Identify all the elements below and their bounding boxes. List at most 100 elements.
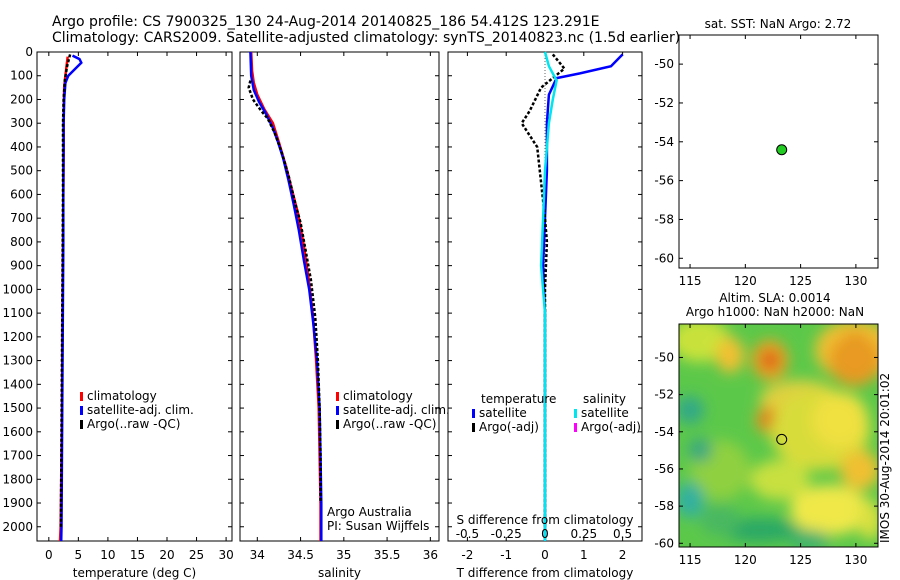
x-axis-label: temperature (deg C) — [73, 566, 196, 580]
x-tick-label: 5 — [75, 548, 83, 562]
heatmap-cell — [829, 334, 878, 386]
x-tick-label: 35.5 — [374, 548, 401, 562]
legend-label: satellite-adj. clim. — [343, 403, 450, 417]
map-x-tick-label: 120 — [734, 274, 757, 288]
map-x-tick-label: 130 — [844, 553, 867, 567]
legend-label: satellite — [479, 406, 527, 420]
map-y-tick-label: -58 — [654, 499, 674, 513]
top-tick-label: -0.25 — [491, 527, 522, 541]
map-x-tick-label: 115 — [679, 553, 702, 567]
annotation-text: Argo Australia — [327, 505, 412, 519]
depth-tick-label: 1500 — [2, 401, 33, 415]
x-tick-label: 20 — [159, 548, 174, 562]
legend-label: climatology — [343, 389, 413, 403]
map-y-tick-label: -58 — [654, 212, 674, 226]
top-axis-label: S difference from climatology — [457, 513, 634, 527]
legend-swatch — [472, 409, 475, 418]
depth-tick-label: 1300 — [2, 354, 33, 368]
x-tick-label: 0 — [45, 548, 53, 562]
map-x-tick-label: 130 — [844, 274, 867, 288]
map-x-tick-label: 125 — [789, 553, 812, 567]
heatmap-cell — [720, 518, 800, 542]
x-tick-label: -2 — [461, 548, 473, 562]
x-tick-label: 36 — [423, 548, 438, 562]
top-tick-label: 0 — [541, 527, 549, 541]
x-tick-label: 15 — [130, 548, 145, 562]
depth-tick-label: 1600 — [2, 425, 33, 439]
legend-label: Argo(..raw -QC) — [87, 417, 180, 431]
depth-tick-label: 700 — [10, 211, 33, 225]
heatmap-cell — [688, 438, 712, 462]
sla-map-title: Altim. SLA: 0.0014 — [719, 291, 830, 305]
heatmap-cell — [750, 460, 810, 500]
map-y-tick-label: -60 — [654, 251, 674, 265]
x-tick-label: -1 — [500, 548, 512, 562]
heatmap-cell — [790, 530, 830, 547]
map-y-tick-label: -50 — [654, 350, 674, 364]
x-tick-label: 1 — [580, 548, 588, 562]
depth-tick-label: 1700 — [2, 449, 33, 463]
annotation-text: PI: Susan Wijffels — [327, 519, 429, 533]
map-y-tick-label: -50 — [654, 57, 674, 71]
sla-map-panel: 115 120 125 130 -50 -52 -54 -56 -58 -60 Altim. SLA… — [654, 291, 892, 567]
heatmap-cell — [858, 500, 878, 540]
temperature-panel: 0100200300400500600700800900100011001200… — [2, 45, 233, 580]
legend-label: satellite-adj. clim. — [87, 403, 194, 417]
legend-label: Argo(-adj) — [479, 420, 539, 434]
sst-map-panel: 115 120 125 130 -50 -52 -54 -56 -58 -60 sat. SST: … — [654, 17, 879, 288]
series-line-2 — [59, 54, 72, 527]
legend-label: Argo(-adj) — [581, 420, 641, 434]
top-tick-label: -0.5 — [456, 527, 479, 541]
sla-map-subtitle: Argo h1000: NaN h2000: NaN — [686, 305, 864, 319]
x-axis-label: T difference from climatology — [456, 566, 634, 580]
x-tick-label: 10 — [100, 548, 115, 562]
legend-swatch — [472, 423, 475, 432]
sst-map-title: sat. SST: NaN Argo: 2.72 — [705, 17, 852, 31]
heatmap-blobs — [679, 324, 878, 547]
figure-title: Argo profile: CS 7900325_130 24-Aug-2014… — [52, 14, 600, 30]
depth-tick-label: 1400 — [2, 377, 33, 391]
heatmap-cell — [716, 337, 744, 373]
depth-tick-label: 2000 — [2, 520, 33, 534]
depth-tick-label: 1100 — [2, 306, 33, 320]
sla-map-panel-frame — [678, 323, 879, 548]
depth-tick-label: 400 — [10, 140, 33, 154]
depth-tick-label: 1900 — [2, 496, 33, 510]
depth-tick-label: 1800 — [2, 472, 33, 486]
depth-tick-label: 1200 — [2, 330, 33, 344]
salinity-panel-frame — [239, 51, 440, 542]
map-y-tick-label: -54 — [654, 425, 674, 439]
float-position-marker — [776, 433, 788, 445]
x-tick-label: 2 — [619, 548, 627, 562]
depth-tick-label: 800 — [10, 235, 33, 249]
heatmap-cell — [840, 450, 878, 490]
heatmap-cell — [700, 504, 740, 536]
map-y-tick-label: -56 — [654, 462, 674, 476]
legend-title: temperature — [481, 392, 556, 406]
series-line-2 — [539, 51, 558, 541]
map-y-tick-label: -56 — [654, 174, 674, 188]
legend-swatch — [336, 392, 339, 401]
figure-subtitle: Climatology: CARS2009. Satellite-adjuste… — [52, 30, 681, 46]
difference-panel: -2 -1 0 1 2 T difference from climatology temp… — [447, 51, 643, 580]
x-tick-label: 35 — [336, 548, 351, 562]
legend-swatch — [80, 420, 83, 429]
heatmap-cell — [790, 485, 870, 535]
legend-swatch — [80, 406, 83, 415]
temperature-panel-frame — [36, 51, 233, 542]
legend-swatch — [574, 423, 577, 432]
depth-tick-label: 500 — [10, 164, 33, 178]
x-axis-label: salinity — [318, 566, 361, 580]
heatmap-cell — [679, 482, 704, 518]
depth-tick-label: 300 — [10, 116, 33, 130]
heatmap-cell — [812, 392, 868, 448]
x-tick-label: 34.5 — [287, 548, 314, 562]
depth-tick-label: 900 — [10, 259, 33, 273]
legend-swatch — [574, 409, 577, 418]
legend-label: Argo(..raw -QC) — [343, 417, 436, 431]
x-tick-label: 34 — [250, 548, 265, 562]
map-x-tick-label: 115 — [679, 274, 702, 288]
legend-swatch — [336, 420, 339, 429]
depth-tick-label: 200 — [10, 92, 33, 106]
